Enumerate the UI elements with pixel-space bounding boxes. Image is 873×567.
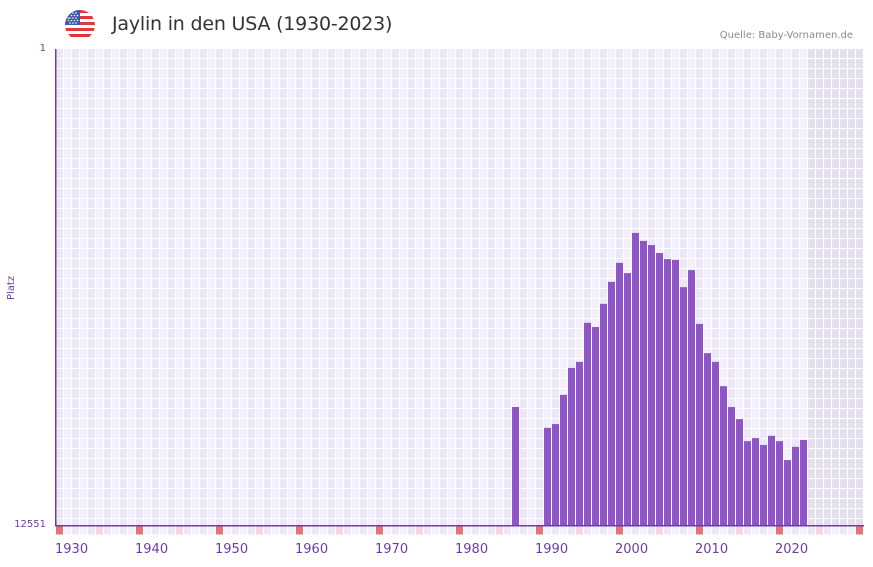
bar-2001: [624, 273, 631, 525]
decade-marker: [296, 526, 303, 535]
bar-2008: [680, 287, 687, 525]
bar-2000: [616, 262, 623, 525]
bar-2021: [784, 460, 791, 525]
bar-2013: [720, 386, 727, 525]
bar-1999: [608, 281, 615, 525]
x-tick-label: 1950: [215, 542, 249, 557]
bar-1991: [544, 427, 551, 525]
bar-1996: [584, 322, 591, 525]
decade-marker: [856, 526, 863, 535]
bar-1995: [576, 361, 583, 525]
decade-marker: [376, 526, 383, 535]
decade-marker: [616, 526, 623, 535]
bar-1997: [592, 326, 599, 525]
bar-1992: [552, 424, 559, 525]
x-tick-label: 2020: [775, 542, 809, 557]
x-tick-label: 1970: [375, 542, 409, 557]
decade-marker: [696, 526, 703, 535]
bar-2005: [656, 253, 663, 526]
bar-2016: [744, 441, 751, 525]
bar-1994: [568, 367, 575, 525]
y-tick-top: 1: [39, 43, 46, 54]
bar-2015: [736, 419, 743, 525]
bar-2020: [776, 441, 783, 525]
source-credit: Quelle: Baby-Vornamen.de: [719, 30, 853, 41]
decade-marker: [776, 526, 783, 535]
x-axis-line: [55, 525, 864, 527]
decade-marker: [56, 526, 63, 535]
bar-2023: [800, 440, 807, 525]
bar-2002: [632, 232, 639, 526]
y-tick-bottom: 12551: [14, 519, 46, 530]
x-tick-label: 1980: [455, 542, 489, 557]
bar-2007: [672, 259, 679, 525]
bar-1998: [600, 303, 607, 525]
bar-2006: [664, 259, 671, 525]
bar-1987: [512, 407, 519, 525]
bar-2022: [792, 446, 799, 525]
x-tick-label: 1930: [55, 542, 89, 557]
bar-1993: [560, 394, 567, 525]
bar-2014: [728, 407, 735, 525]
bar-2019: [768, 435, 775, 525]
decade-marker: [136, 526, 143, 535]
bar-2009: [688, 270, 695, 525]
x-tick-label: 2000: [615, 542, 649, 557]
decade-marker: [536, 526, 543, 535]
x-tick-label: 1990: [535, 542, 569, 557]
bar-2010: [696, 323, 703, 525]
bar-2004: [648, 245, 655, 525]
y-axis-line: [55, 49, 57, 526]
decade-marker: [216, 526, 223, 535]
x-tick-label: 1940: [135, 542, 169, 557]
bar-2017: [752, 438, 759, 525]
bar-2018: [760, 444, 767, 525]
bar-2011: [704, 353, 711, 525]
chart-title: Jaylin in den USA (1930-2023): [112, 13, 393, 35]
bar-2012: [712, 361, 719, 525]
us-flag-icon: [65, 10, 95, 40]
x-tick-label: 1960: [295, 542, 329, 557]
bar-2003: [640, 240, 647, 525]
decade-marker: [456, 526, 463, 535]
x-tick-label: 2010: [695, 542, 729, 557]
